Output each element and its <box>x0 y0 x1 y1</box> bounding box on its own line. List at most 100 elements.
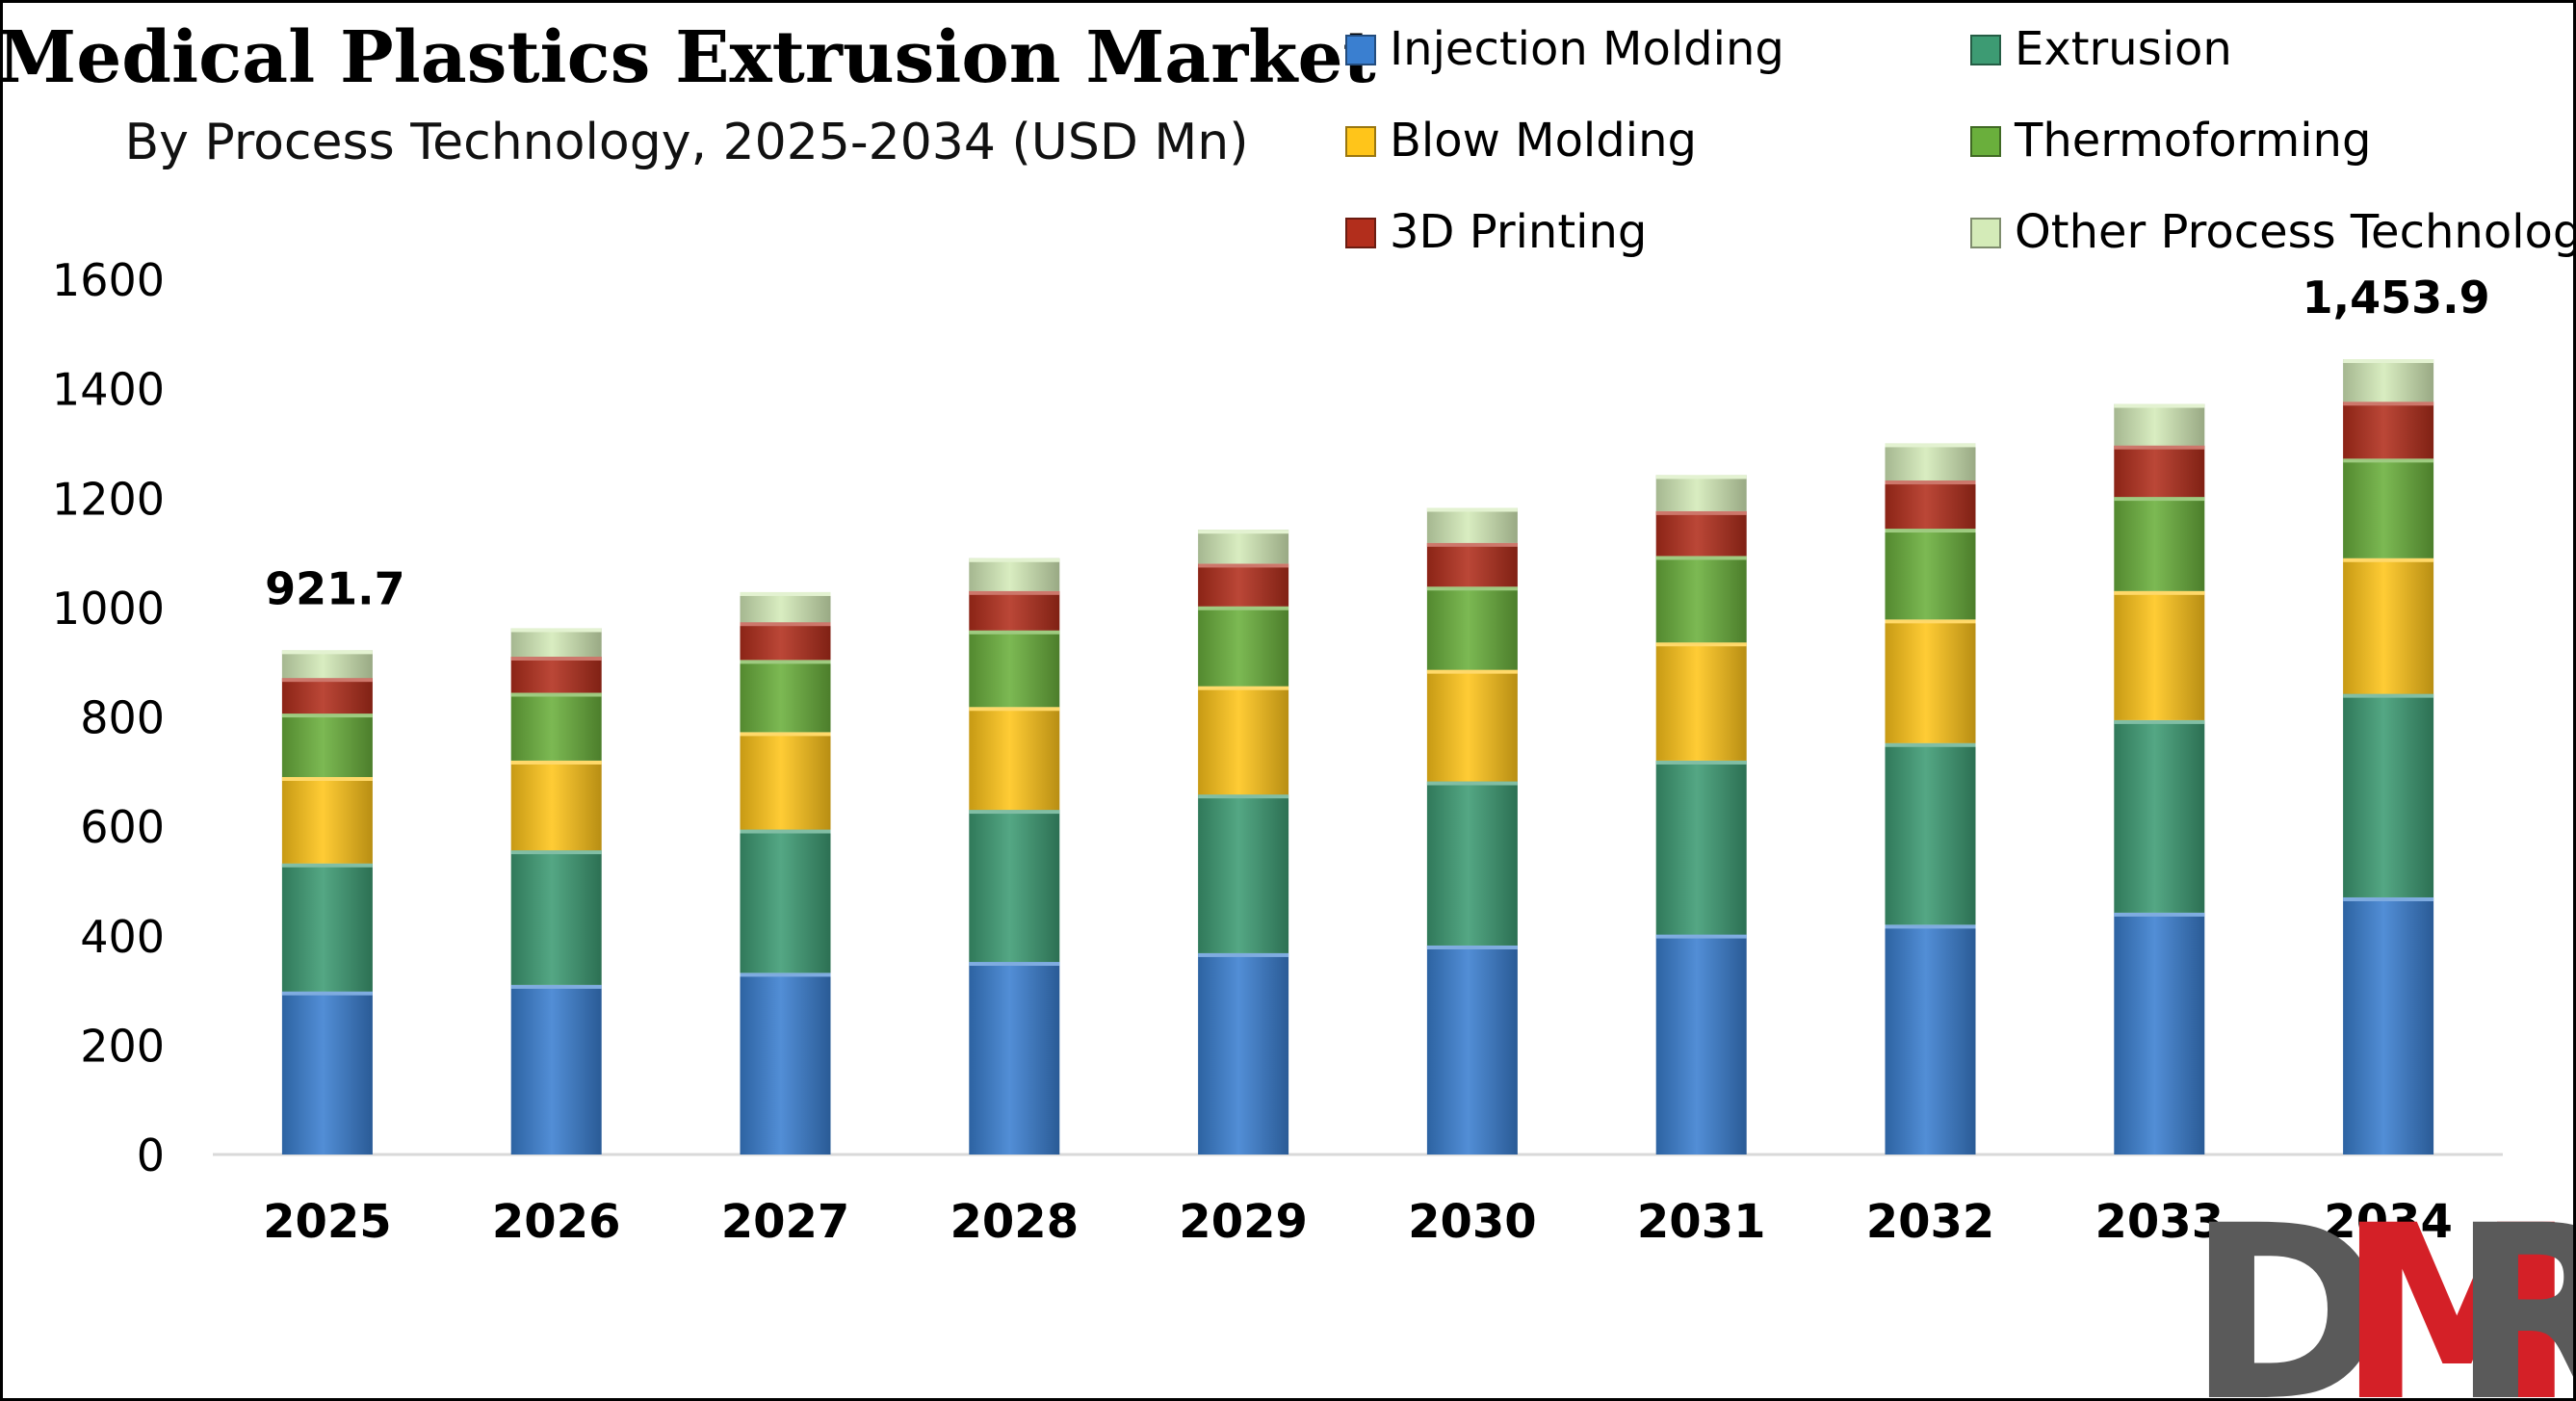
bar-segment-top-highlight <box>740 591 831 596</box>
bar-segment-top-highlight <box>2114 497 2205 502</box>
bar-segment-blow-molding-2030 <box>1426 669 1518 782</box>
x-tick-label-2025: 2025 <box>263 1195 392 1249</box>
legend-swatch-blow-molding <box>1345 126 1376 157</box>
bar-segment-thermoforming-2028 <box>969 630 1060 708</box>
bar-segment-top-highlight <box>1198 952 1289 957</box>
bar-segment-injection-molding-2030 <box>1426 945 1518 1155</box>
bar-segment-top-highlight <box>740 732 831 737</box>
data-labels: 921.7 1,453.9 <box>265 272 2489 614</box>
x-tick-label-2030: 2030 <box>1408 1195 1537 1249</box>
bar-segment-top-highlight <box>1198 686 1289 690</box>
bar-segment-top-highlight <box>2343 359 2434 364</box>
bars-group <box>281 359 2434 1155</box>
bar-segment-top-highlight <box>740 622 831 627</box>
bar-segment-3d-printing-2033 <box>2114 445 2205 498</box>
bar-segment-top-highlight <box>2343 693 2434 698</box>
x-tick-label-2028: 2028 <box>950 1195 1080 1249</box>
bar-segment-thermoforming-2034 <box>2343 458 2434 558</box>
legend-label-thermoforming: Thermoforming <box>2014 114 2371 168</box>
bar-segment-thermoforming-2031 <box>1655 556 1747 643</box>
bar-segment-other-process-technology-2033 <box>2114 403 2205 446</box>
bar-segment-top-highlight <box>1655 760 1747 765</box>
legend-label-blow-molding: Blow Molding <box>1390 114 1697 168</box>
chart-title: Medical Plastics Extrusion Market <box>3 16 1376 99</box>
bar-segment-thermoforming-2032 <box>1885 529 1976 620</box>
y-tick-label: 800 <box>80 692 165 744</box>
bar-segment-top-highlight <box>1426 945 1518 949</box>
x-tick-label-2032: 2032 <box>1866 1195 1995 1249</box>
bar-segment-thermoforming-2027 <box>740 660 831 733</box>
bar-segment-top-highlight <box>2114 912 2205 917</box>
bar-segment-3d-printing-2028 <box>969 590 1060 631</box>
bar-segment-top-highlight <box>2343 458 2434 463</box>
bar-segment-top-highlight <box>1426 669 1518 674</box>
legend-label-injection-molding: Injection Molding <box>1390 22 1784 76</box>
bar-segment-extrusion-2029 <box>1198 794 1289 953</box>
bar-segment-other-process-technology-2031 <box>1655 475 1747 511</box>
bar-segment-top-highlight <box>969 590 1060 595</box>
bar-segment-top-highlight <box>1198 563 1289 568</box>
bar-segment-injection-molding-2032 <box>1885 924 1976 1155</box>
bar-segment-blow-molding-2032 <box>1885 619 1976 743</box>
dmr-logo: D M R <box>2187 1174 2573 1398</box>
bar-segment-extrusion-2032 <box>1885 742 1976 925</box>
bar-segment-top-highlight <box>1198 530 1289 534</box>
bar-segment-top-highlight <box>1885 619 1976 624</box>
bar-segment-other-process-technology-2025 <box>281 650 373 679</box>
logo-letter-d: D <box>2187 1174 2387 1398</box>
y-tick-label: 200 <box>80 1020 165 1072</box>
y-tick-label: 1200 <box>52 473 165 525</box>
bar-segment-blow-molding-2028 <box>969 707 1060 811</box>
bar-segment-other-process-technology-2029 <box>1198 530 1289 564</box>
bar-segment-top-highlight <box>969 707 1060 712</box>
bar-segment-top-highlight <box>510 657 602 662</box>
y-tick-label: 400 <box>80 911 165 963</box>
bar-segment-top-highlight <box>1198 794 1289 799</box>
stacked-bar-chart: Medical Plastics Extrusion Market By Pro… <box>3 16 2573 1398</box>
bar-segment-top-highlight <box>281 713 373 718</box>
bar-segment-other-process-technology-2026 <box>510 628 602 658</box>
data-label-2025: 921.7 <box>265 562 405 614</box>
bar-segment-top-highlight <box>1885 529 1976 533</box>
bar-segment-extrusion-2034 <box>2343 693 2434 897</box>
bar-segment-other-process-technology-2032 <box>1885 443 1976 481</box>
bar-segment-thermoforming-2033 <box>2114 497 2205 591</box>
bar-segment-injection-molding-2029 <box>1198 952 1289 1155</box>
bar-segment-blow-molding-2027 <box>740 732 831 830</box>
bar-segment-blow-molding-2026 <box>510 760 602 851</box>
x-tick-label-2027: 2027 <box>721 1195 850 1249</box>
bar-segment-injection-molding-2026 <box>510 984 602 1155</box>
bar-segment-extrusion-2025 <box>281 863 373 992</box>
legend-label-extrusion: Extrusion <box>2015 22 2232 76</box>
bar-segment-top-highlight <box>2114 719 2205 724</box>
bar-segment-top-highlight <box>1655 510 1747 515</box>
data-label-2034: 1,453.9 <box>2303 272 2490 324</box>
legend-swatch-extrusion <box>1970 35 2001 65</box>
bar-segment-top-highlight <box>2343 402 2434 406</box>
legend-label-3d-printing: 3D Printing <box>1390 205 1647 259</box>
bar-segment-extrusion-2031 <box>1655 760 1747 935</box>
y-tick-label: 1600 <box>52 254 165 306</box>
bar-segment-injection-molding-2027 <box>740 973 831 1155</box>
bar-segment-top-highlight <box>969 962 1060 967</box>
bar-segment-top-highlight <box>969 630 1060 635</box>
bar-segment-top-highlight <box>510 850 602 855</box>
bar-segment-top-highlight <box>2343 896 2434 901</box>
bar-segment-top-highlight <box>969 558 1060 562</box>
bar-segment-other-process-technology-2028 <box>969 558 1060 591</box>
logo-letter-m: M <box>2337 1174 2573 1398</box>
bar-segment-top-highlight <box>1885 742 1976 747</box>
bar-segment-top-highlight <box>2343 558 2434 562</box>
bar-segment-top-highlight <box>740 829 831 834</box>
bar-segment-thermoforming-2030 <box>1426 586 1518 670</box>
bar-segment-other-process-technology-2030 <box>1426 507 1518 543</box>
bar-segment-top-highlight <box>1426 542 1518 547</box>
x-tick-label-2033: 2033 <box>2095 1195 2225 1249</box>
bar-segment-other-process-technology-2034 <box>2343 359 2434 402</box>
bar-segment-injection-molding-2031 <box>1655 934 1747 1155</box>
x-tick-label-2031: 2031 <box>1637 1195 1766 1249</box>
legend: Injection Molding Extrusion Blow Molding Th… <box>1345 22 2573 259</box>
bar-segment-injection-molding-2033 <box>2114 912 2205 1155</box>
bar-segment-top-highlight <box>1426 781 1518 786</box>
